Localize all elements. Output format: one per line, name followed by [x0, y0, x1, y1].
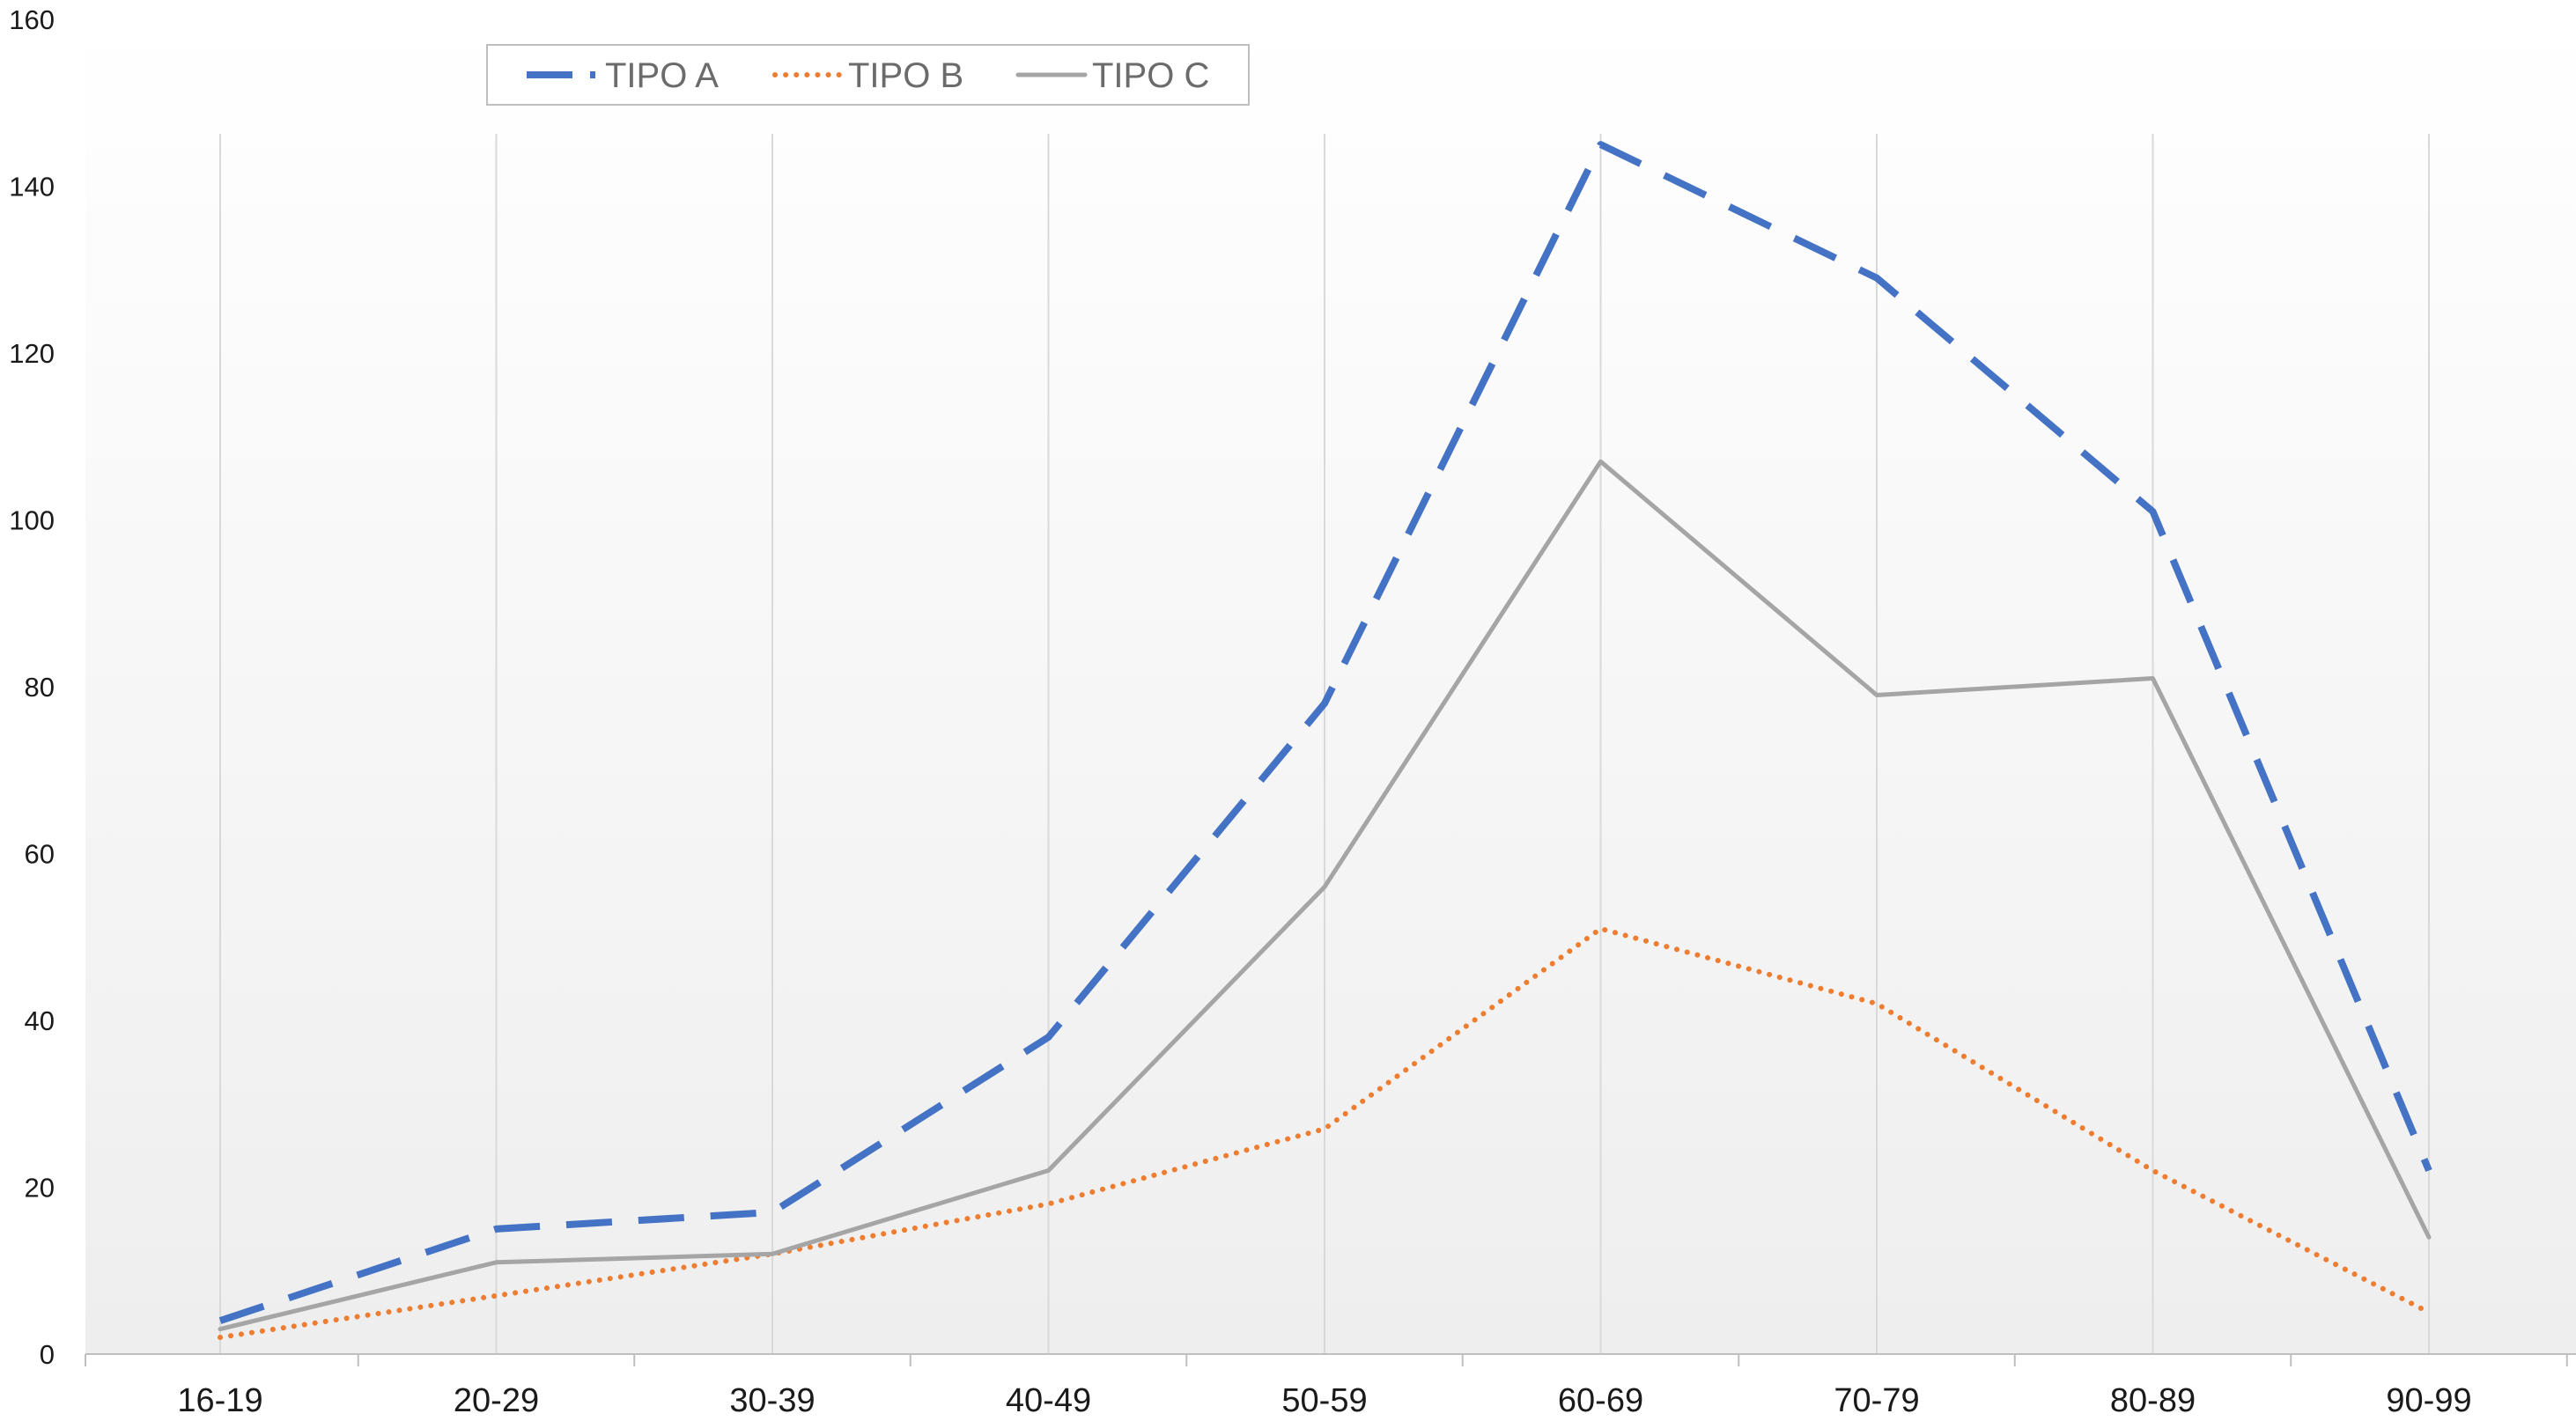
data-point-tipo-c-60-69 [1598, 459, 1604, 464]
legend-label-tipo-b: TIPO B [848, 56, 963, 95]
data-point-tipo-b-20-29 [494, 1293, 499, 1299]
axes: 0 20 40 60 80 100 120 140 160 16-19 20-29 30-39 40-4… [9, 4, 2576, 1419]
data-point-tipo-c-90-99 [2426, 1234, 2432, 1240]
gridlines [219, 134, 2430, 1354]
data-point-tipo-a-20-29 [494, 1226, 499, 1232]
x-tick-label-90-99: 90-99 [2386, 1382, 2471, 1419]
data-point-tipo-b-50-59 [1322, 1126, 1327, 1131]
y-tick-label-120: 120 [9, 338, 55, 369]
data-point-tipo-c-20-29 [494, 1260, 499, 1265]
y-tick-label-160: 160 [9, 4, 55, 35]
x-tick-label-70-79: 70-79 [1834, 1382, 1919, 1419]
x-tick-label-80-89: 80-89 [2110, 1382, 2196, 1419]
y-tick-label-20: 20 [25, 1173, 55, 1204]
data-point-tipo-a-50-59 [1322, 701, 1327, 706]
legend-label-tipo-a: TIPO A [605, 56, 719, 95]
series-lines [218, 141, 2432, 1340]
data-point-tipo-c-80-89 [2151, 676, 2156, 681]
data-point-tipo-a-60-69 [1598, 142, 1604, 147]
data-point-tipo-a-90-99 [2426, 1168, 2432, 1174]
data-point-tipo-c-30-39 [770, 1251, 775, 1256]
x-tick-label-50-59: 50-59 [1281, 1382, 1367, 1419]
x-tick-label-20-29: 20-29 [454, 1382, 539, 1419]
data-point-tipo-a-80-89 [2151, 509, 2156, 514]
y-tick-label-80: 80 [25, 672, 55, 703]
data-point-tipo-c-50-59 [1322, 884, 1327, 889]
series-line-tipo-a [218, 141, 2432, 1324]
data-point-tipo-a-30-39 [770, 1210, 775, 1215]
x-tick-label-40-49: 40-49 [1006, 1382, 1091, 1419]
data-point-tipo-b-16-19 [218, 1335, 223, 1340]
legend: TIPO A TIPO B TIPO C [486, 44, 1250, 106]
data-point-tipo-b-60-69 [1598, 926, 1604, 931]
data-point-tipo-c-70-79 [1874, 692, 1879, 697]
x-tick-label-30-39: 30-39 [729, 1382, 815, 1419]
data-point-tipo-b-40-49 [1046, 1201, 1052, 1206]
series-line-tipo-b [218, 925, 2432, 1340]
x-tick-label-60-69: 60-69 [1558, 1382, 1643, 1419]
data-point-tipo-a-40-49 [1046, 1034, 1052, 1040]
data-point-tipo-b-70-79 [1874, 1001, 1879, 1006]
y-tick-label-100: 100 [9, 505, 55, 536]
legend-label-tipo-c: TIPO C [1092, 56, 1209, 95]
data-point-tipo-c-16-19 [218, 1327, 223, 1332]
data-point-tipo-c-40-49 [1046, 1168, 1052, 1174]
data-point-tipo-a-70-79 [1874, 276, 1879, 281]
x-tick-label-16-19: 16-19 [177, 1382, 262, 1419]
y-tick-label-40: 40 [25, 1005, 55, 1036]
data-point-tipo-b-90-99 [2426, 1310, 2432, 1315]
legend-box [486, 44, 1250, 106]
data-point-tipo-a-16-19 [218, 1318, 223, 1323]
y-tick-label-0: 0 [40, 1339, 55, 1370]
y-tick-label-140: 140 [9, 172, 55, 202]
y-tick-label-60: 60 [25, 839, 55, 870]
series-line-tipo-c [218, 459, 2432, 1332]
data-point-tipo-b-80-89 [2151, 1168, 2156, 1174]
